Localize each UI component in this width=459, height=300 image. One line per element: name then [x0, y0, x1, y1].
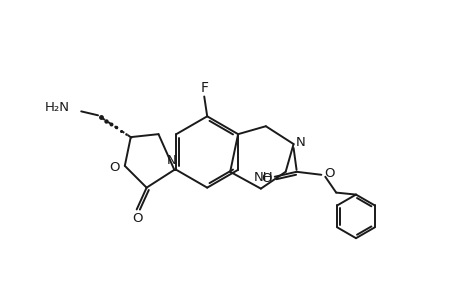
Text: H₂N: H₂N — [44, 101, 69, 114]
Text: O: O — [132, 212, 143, 225]
Text: O: O — [109, 161, 120, 174]
Text: O: O — [261, 172, 271, 185]
Text: N: N — [295, 136, 305, 148]
Text: N: N — [166, 154, 176, 167]
Text: F: F — [200, 81, 208, 94]
Text: NH: NH — [253, 171, 273, 184]
Text: O: O — [323, 167, 334, 180]
